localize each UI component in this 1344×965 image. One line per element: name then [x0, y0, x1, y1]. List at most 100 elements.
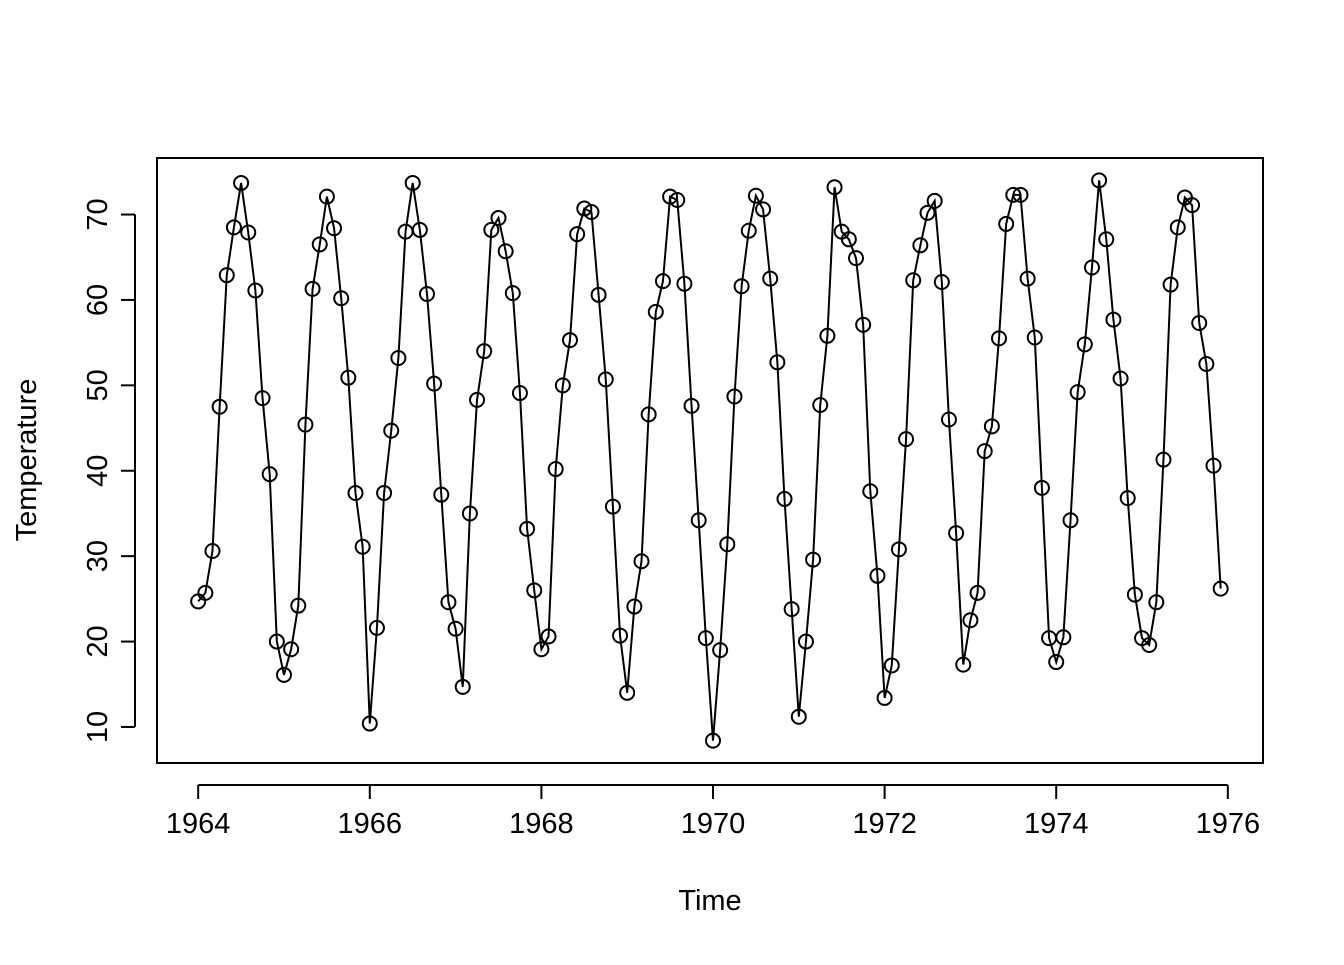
point — [683, 397, 700, 414]
y-tick-label: 70 — [82, 198, 114, 230]
point — [933, 274, 950, 291]
point — [1184, 197, 1201, 214]
point — [504, 285, 521, 302]
point — [1105, 311, 1122, 328]
point — [726, 388, 743, 405]
y-tick-label: 40 — [82, 455, 114, 487]
point — [483, 221, 500, 238]
point — [1098, 231, 1115, 248]
x-tick-label: 1964 — [166, 808, 231, 840]
point — [433, 486, 450, 503]
point — [769, 354, 786, 371]
point — [819, 327, 836, 344]
point — [876, 689, 893, 706]
point — [805, 551, 822, 568]
point — [812, 396, 829, 413]
x-tick-label: 1970 — [681, 808, 746, 840]
point — [740, 222, 757, 239]
point — [497, 243, 514, 260]
point — [869, 567, 886, 584]
point — [1212, 580, 1229, 597]
point — [797, 633, 814, 650]
point — [519, 520, 536, 537]
point — [883, 657, 900, 674]
point — [297, 416, 314, 433]
point — [469, 391, 486, 408]
point — [1041, 630, 1058, 647]
point — [526, 582, 543, 599]
point — [597, 371, 614, 388]
point — [561, 332, 578, 349]
point — [1019, 270, 1036, 287]
point — [583, 203, 600, 220]
point — [633, 553, 650, 570]
point — [318, 188, 335, 205]
point — [197, 584, 214, 601]
point — [1198, 355, 1215, 372]
point — [1141, 636, 1158, 653]
point — [326, 220, 343, 237]
point — [383, 422, 400, 439]
point — [547, 461, 564, 478]
point — [991, 330, 1008, 347]
point — [733, 278, 750, 295]
point — [454, 678, 471, 695]
point — [211, 398, 228, 415]
point — [254, 390, 271, 407]
point — [705, 732, 722, 749]
point — [411, 221, 428, 238]
point — [647, 303, 664, 320]
point — [1076, 336, 1093, 353]
point — [311, 236, 328, 253]
point — [776, 490, 793, 507]
y-tick-label: 20 — [82, 625, 114, 657]
y-tick-label: 60 — [82, 284, 114, 316]
y-axis-label: Temperature — [11, 379, 43, 542]
point — [912, 237, 929, 254]
point — [969, 584, 986, 601]
point — [747, 187, 764, 204]
point — [554, 377, 571, 394]
point — [569, 226, 586, 243]
point — [926, 192, 943, 209]
point — [940, 411, 957, 428]
point — [261, 466, 278, 483]
point — [1083, 259, 1100, 276]
point — [361, 715, 378, 732]
point — [354, 538, 371, 555]
point — [1155, 451, 1172, 468]
y-tick-label: 30 — [82, 540, 114, 572]
x-tick-label: 1972 — [852, 808, 917, 840]
point — [640, 406, 657, 423]
point — [1112, 370, 1129, 387]
point — [218, 267, 235, 284]
point — [333, 290, 350, 307]
point — [962, 612, 979, 629]
point — [1205, 457, 1222, 474]
point — [233, 174, 250, 191]
point — [240, 224, 257, 241]
point — [697, 630, 714, 647]
point — [283, 641, 300, 658]
point — [1126, 586, 1143, 603]
x-tick-label: 1966 — [338, 808, 403, 840]
point — [204, 543, 221, 560]
point — [225, 219, 242, 236]
point — [1048, 654, 1065, 671]
point — [426, 375, 443, 392]
x-tick-label: 1968 — [509, 808, 574, 840]
point — [1169, 219, 1186, 236]
point — [826, 179, 843, 196]
point — [855, 316, 872, 333]
point — [347, 484, 364, 501]
point — [676, 275, 693, 292]
point — [619, 684, 636, 701]
point — [762, 270, 779, 287]
x-axis-label: Time — [678, 885, 741, 917]
point — [268, 633, 285, 650]
point — [304, 280, 321, 297]
point — [390, 350, 407, 367]
point — [919, 204, 936, 221]
point — [404, 174, 421, 191]
point — [783, 601, 800, 618]
